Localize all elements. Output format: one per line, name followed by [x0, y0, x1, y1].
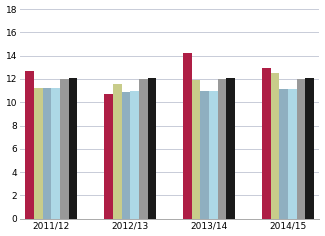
Bar — [297, 79, 305, 219]
Bar — [51, 88, 60, 219]
Bar — [305, 78, 314, 219]
Bar — [25, 71, 34, 219]
Bar — [122, 92, 130, 219]
Bar — [69, 78, 77, 219]
Bar — [139, 79, 148, 219]
Bar — [183, 53, 192, 219]
Bar — [60, 79, 69, 219]
Bar — [192, 80, 201, 219]
Bar — [279, 89, 288, 219]
Bar — [262, 68, 270, 219]
Bar — [104, 94, 113, 219]
Bar — [43, 88, 51, 219]
Bar — [288, 89, 297, 219]
Bar — [130, 91, 139, 219]
Bar — [218, 79, 227, 219]
Bar — [227, 78, 235, 219]
Bar — [113, 84, 122, 219]
Bar — [148, 78, 156, 219]
Bar — [201, 91, 209, 219]
Bar — [209, 91, 218, 219]
Bar — [270, 73, 279, 219]
Bar — [34, 88, 43, 219]
